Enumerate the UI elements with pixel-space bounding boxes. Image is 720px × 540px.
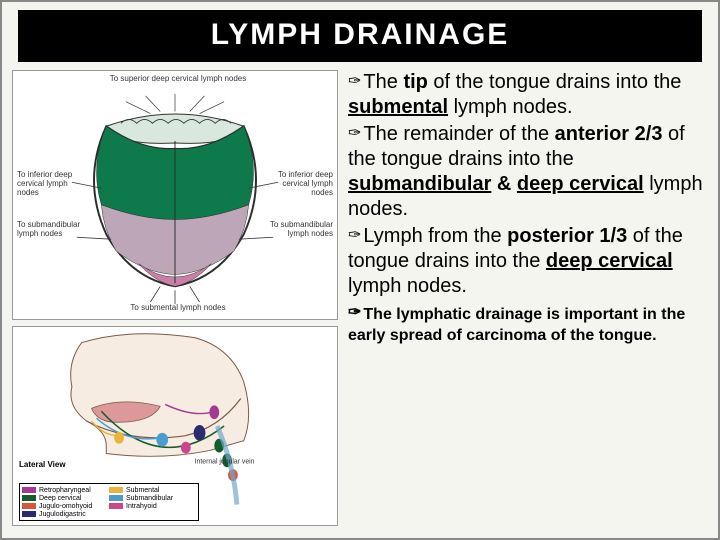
bullet-icon: ✑ — [348, 125, 361, 142]
bullet-icon: ✑ — [348, 73, 361, 90]
tongue-drainage-diagram: To superior deep cervical lymph nodes To… — [12, 70, 338, 320]
page-title: LYMPH DRAINAGE — [18, 10, 702, 62]
content-area: To superior deep cervical lymph nodes To… — [2, 66, 718, 526]
label-submandibular-left: To submandibular lymph nodes — [17, 221, 97, 239]
legend-item: Jugulodigastric — [22, 511, 109, 518]
label-inferior-deep-cervical-right: To inferior deep cervical lymph nodes — [263, 171, 333, 197]
bullet-point-1: ✑The tip of the tongue drains into the s… — [348, 70, 706, 120]
figure-column: To superior deep cervical lymph nodes To… — [10, 66, 340, 526]
label-submental: To submental lymph nodes — [103, 304, 253, 313]
label-internal-jugular-vein: Internal jugular vein — [195, 458, 255, 465]
node-submandibular — [156, 433, 168, 447]
label-inferior-deep-cervical-left: To inferior deep cervical lymph nodes — [17, 171, 87, 197]
bullet-icon: ✑ — [348, 227, 361, 244]
bullet-icon: ✑ — [348, 304, 361, 321]
label-submandibular-right: To submandibular lymph nodes — [253, 221, 333, 239]
legend-item: Retropharyngeal — [22, 487, 109, 494]
text-column: ✑The tip of the tongue drains into the s… — [340, 66, 710, 526]
legend-item: Intrahyoid — [109, 503, 196, 510]
node-submental — [114, 432, 124, 444]
legend-item: Submandibular — [109, 495, 196, 502]
node-intrahyoid — [181, 442, 191, 454]
bullet-point-4: ✑The lymphatic drainage is important in … — [348, 303, 706, 347]
label-superior-deep-cervical: To superior deep cervical lymph nodes — [83, 75, 273, 84]
legend-item: Jugulo-omohyoid — [22, 503, 109, 510]
legend-item: Submental — [109, 487, 196, 494]
bullet-point-3: ✑Lymph from the posterior 1/3 of the ton… — [348, 224, 706, 299]
lateral-lymph-diagram: Internal jugular vein Lateral View Retro… — [12, 326, 338, 526]
legend-item: Deep cervical — [22, 495, 109, 502]
bullet-point-2: ✑The remainder of the anterior 2/3 of th… — [348, 122, 706, 222]
label-view-lateral: Lateral View — [19, 460, 66, 469]
node-retropharyngeal — [209, 405, 219, 419]
legend-box: Retropharyngeal Submental Deep cervical … — [19, 483, 199, 521]
node-jugulodigastric — [194, 425, 206, 441]
